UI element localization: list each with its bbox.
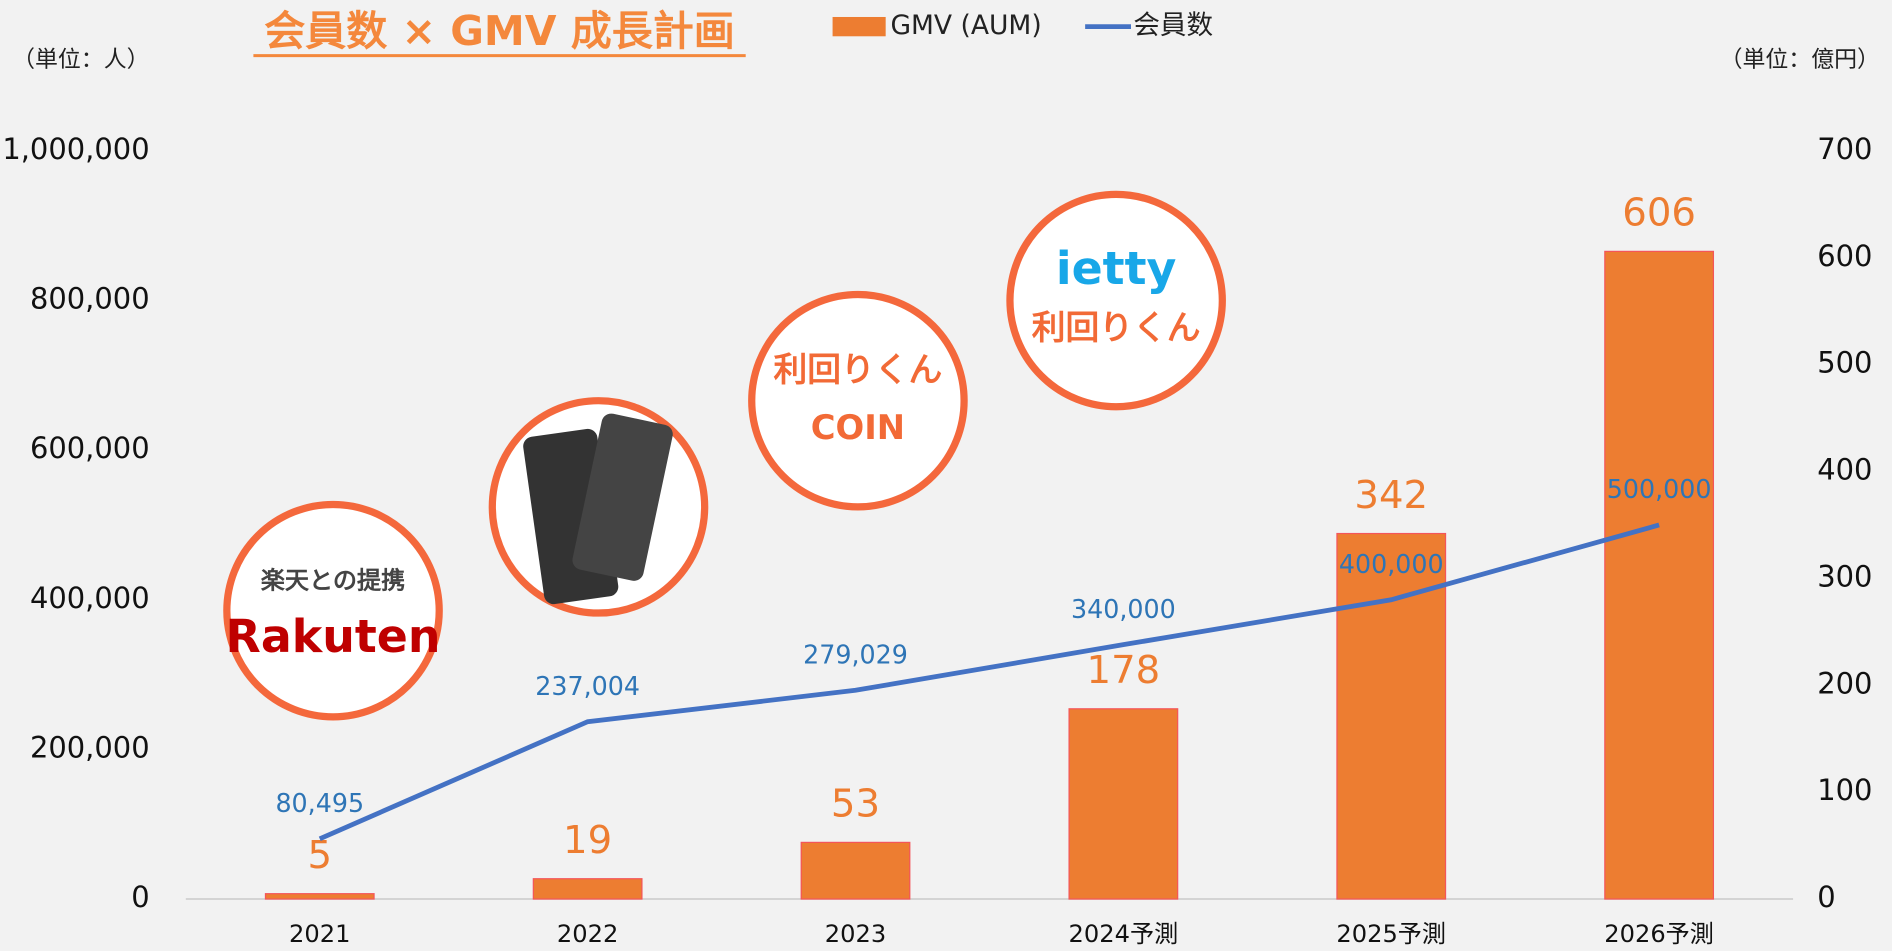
logo-text: 楽天との提携 (261, 567, 406, 595)
bar-value-label: 19 (563, 818, 612, 863)
y-unit: （単位：人） (12, 47, 149, 73)
logo-text: 利回りくん (774, 350, 943, 389)
bar-value-label: 178 (1087, 648, 1161, 693)
logo-text: Rakuten (226, 609, 441, 663)
legend-swatch (832, 16, 886, 37)
bar (264, 893, 375, 900)
line-value-label: 340,000 (1071, 594, 1176, 624)
legend-label: GMV (AUM) (890, 10, 1041, 41)
line (318, 522, 1660, 842)
x-tick-label: 2025予測 (1336, 920, 1446, 948)
y2-unit: （単位：億円） (1720, 47, 1880, 73)
bar (532, 878, 643, 900)
y2-tick-label: 700 (1817, 132, 1872, 166)
bar (1336, 532, 1447, 900)
y2-tick-label: 500 (1817, 346, 1872, 380)
line-value-label: 237,004 (535, 671, 640, 701)
bar-value-label: 606 (1622, 191, 1696, 236)
y-tick-label: 400,000 (30, 581, 150, 615)
logo-text: 利回りくん (1032, 308, 1201, 347)
logo-text: COIN (811, 408, 905, 447)
bar-value-label: 342 (1354, 473, 1428, 518)
line-value-label: 279,029 (803, 639, 908, 669)
y-tick-label: 1,000,000 (2, 132, 149, 166)
y-tick-label: 600,000 (30, 431, 150, 465)
x-tick-label: 2026予測 (1604, 920, 1714, 948)
x-tick-label: 2023 (825, 920, 886, 948)
phone-logo (488, 397, 709, 617)
bar-value-label: 5 (307, 833, 332, 878)
logo-circle (223, 500, 443, 721)
bar-value-label: 53 (831, 782, 880, 827)
bar (1068, 708, 1179, 900)
y2-tick-label: 300 (1817, 559, 1872, 593)
chart-title: 会員数 × GMV 成長計画 (264, 7, 735, 55)
line-value-label: 400,000 (1339, 549, 1444, 579)
y-tick-label: 200,000 (30, 730, 150, 764)
bar (800, 841, 911, 900)
line-value-label: 500,000 (1607, 474, 1712, 504)
x-tick-label: 2021 (289, 920, 350, 948)
logo-circle (748, 290, 968, 511)
line-value-label: 80,495 (275, 788, 364, 818)
x-tick-label: 2022 (557, 920, 618, 948)
y2-tick-label: 200 (1817, 666, 1872, 700)
bar (1604, 250, 1715, 900)
y-tick-label: 800,000 (30, 282, 150, 316)
y2-tick-label: 100 (1817, 773, 1872, 807)
x-tick-label: 2024予測 (1069, 920, 1179, 948)
logo-circle (1006, 190, 1226, 411)
legend-label: 会員数 (1133, 10, 1213, 41)
y2-tick-label: 0 (1817, 880, 1835, 914)
y2-tick-label: 600 (1817, 239, 1872, 273)
logo-text: ietty (1056, 241, 1177, 295)
y2-tick-label: 400 (1817, 453, 1872, 487)
y-tick-label: 0 (131, 880, 149, 914)
